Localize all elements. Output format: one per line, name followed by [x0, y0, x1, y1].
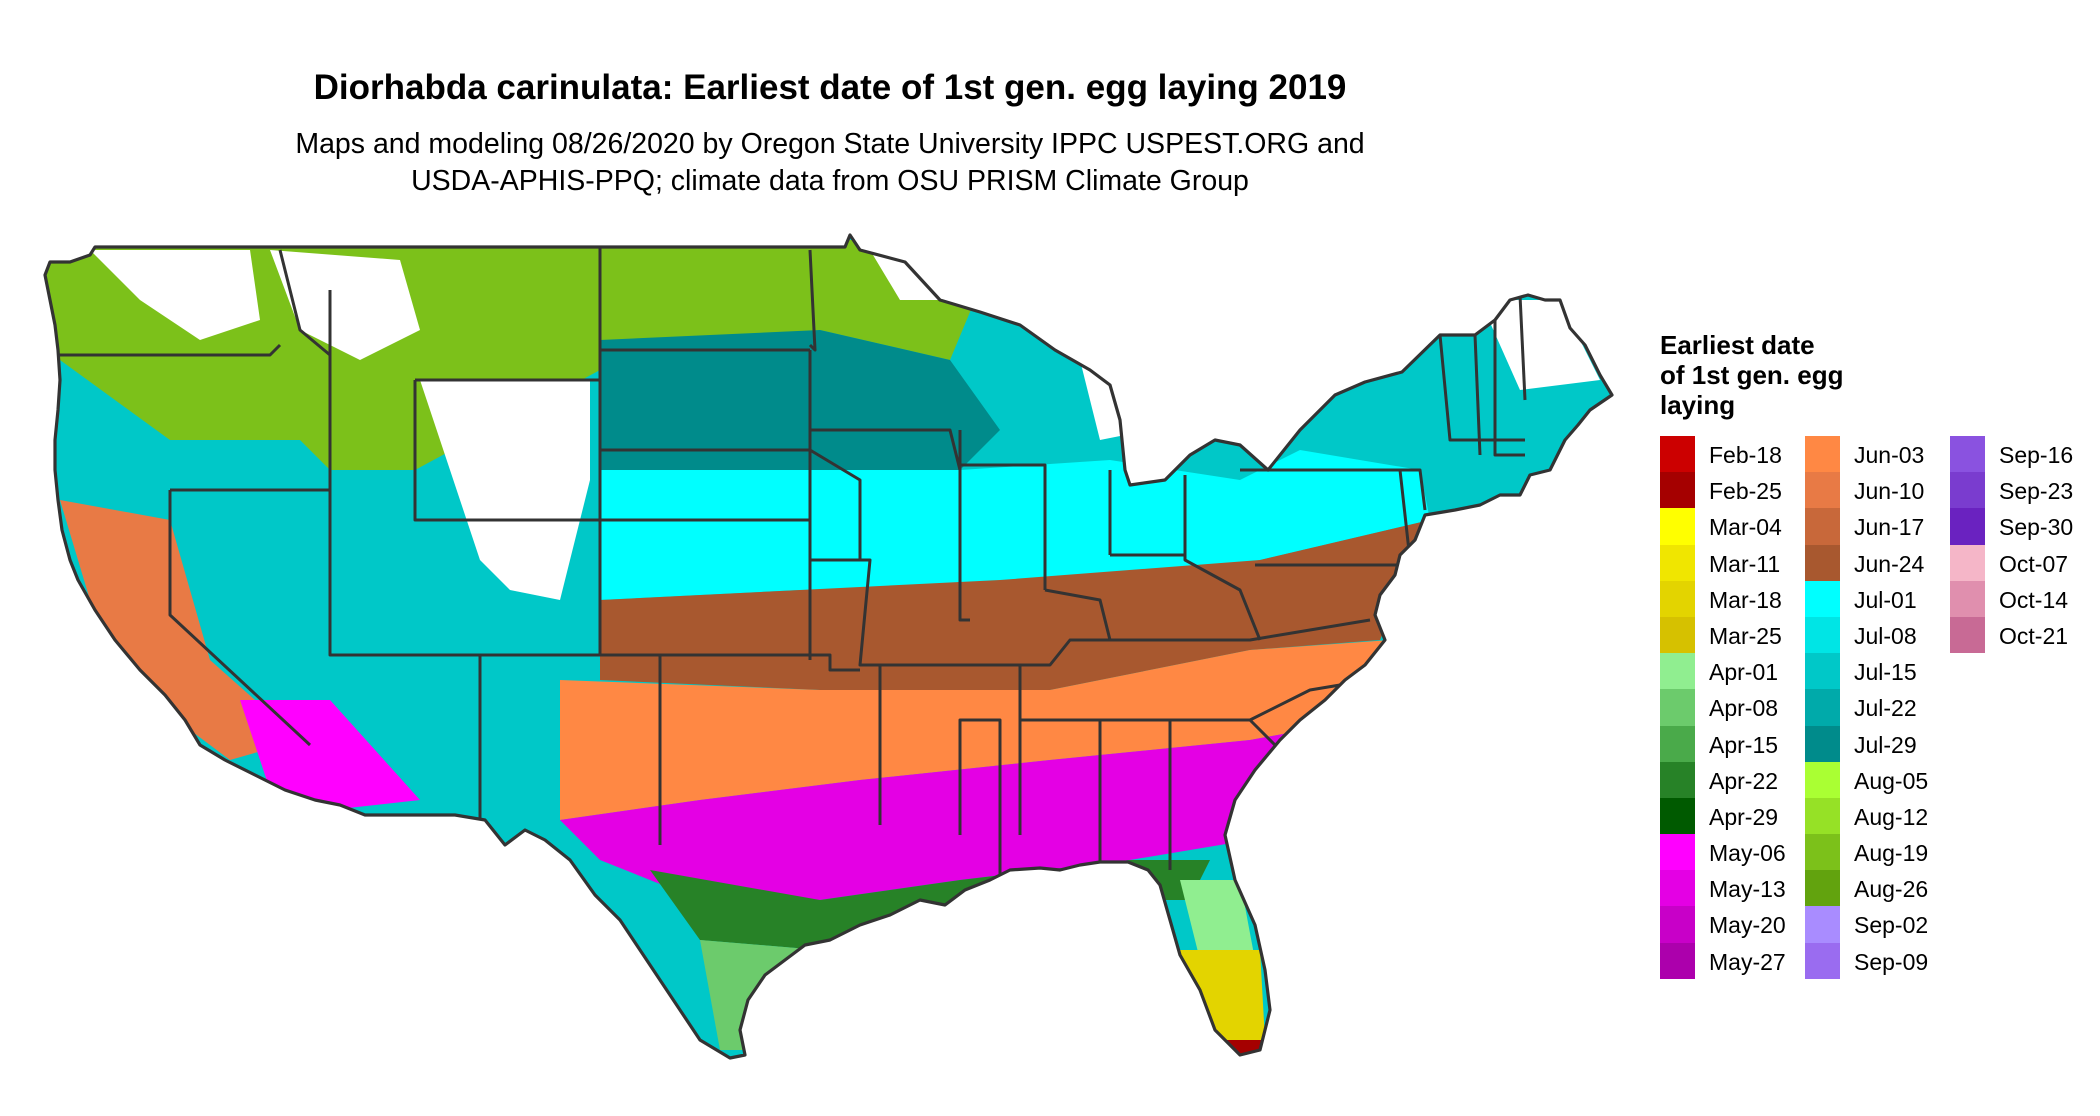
legend-swatch [1805, 472, 1840, 509]
band-jul-01 [600, 450, 1430, 600]
legend-swatch [1805, 508, 1840, 545]
legend-title-line-2: of 1st gen. egg [1660, 360, 1844, 390]
legend-label: Jul-29 [1854, 731, 1917, 758]
legend-title-line-1: Earliest date [1660, 330, 1815, 360]
legend-label: Aug-12 [1854, 803, 1929, 830]
legend-swatch [1950, 616, 1985, 654]
legend-label: Aug-19 [1854, 840, 1929, 867]
legend-label: Oct-07 [1999, 550, 2069, 577]
band-apr-01 [1180, 880, 1255, 960]
legend-label: Aug-05 [1854, 767, 1929, 794]
legend-label: Apr-15 [1709, 731, 1779, 758]
legend-label: Jul-22 [1854, 695, 1917, 722]
band-may-06 [240, 700, 420, 810]
map-subtitle: Maps and modeling 08/26/2020 by Oregon S… [0, 126, 1660, 200]
band-jun-03 [560, 640, 1390, 820]
legend-swatch [1660, 508, 1695, 545]
legend-swatch [1805, 580, 1840, 617]
us-outline [43, 233, 1614, 1060]
legend-swatch [1660, 725, 1695, 762]
legend-swatch [1805, 544, 1840, 581]
legend-label: Jun-17 [1854, 514, 1925, 541]
band-mar-18 [1180, 950, 1265, 1045]
legend-swatch [1805, 942, 1840, 979]
legend-label: Jun-24 [1854, 550, 1925, 577]
band-aug-12 [45, 240, 1000, 470]
legend-swatch [1805, 689, 1840, 726]
legend-label: May-20 [1709, 912, 1786, 939]
legend-swatch [1950, 472, 1985, 509]
legend-label: Jun-03 [1854, 442, 1925, 468]
map-title: Diorhabda carinulata: Earliest date of 1… [313, 68, 1347, 107]
band-jun-24 [600, 520, 1430, 690]
legend-swatch [1805, 725, 1840, 762]
legend-label: Mar-25 [1709, 622, 1782, 649]
band-apr-08 [700, 940, 820, 1050]
legend-label: Sep-09 [1854, 948, 1929, 975]
legend-swatch [1660, 834, 1695, 871]
legend-swatch [1805, 870, 1840, 907]
legend-label: Feb-18 [1709, 442, 1782, 468]
legend-label: Sep-23 [1999, 478, 2074, 505]
legend-swatch [1660, 906, 1695, 943]
date-fill-layer [45, 235, 1612, 1058]
legend-label: Sep-16 [1999, 442, 2074, 468]
legend-label: May-13 [1709, 876, 1786, 903]
legend-label: Mar-18 [1709, 586, 1782, 613]
legend-title: Earliest date of 1st gen. egg laying [1660, 330, 1900, 420]
state-borders [55, 247, 1527, 880]
legend-swatch [1660, 472, 1695, 509]
legend-title-line-3: laying [1660, 390, 1736, 420]
legend-swatch [1660, 653, 1695, 690]
legend-swatch [1660, 797, 1695, 835]
legend-swatch [1660, 580, 1695, 617]
band-jul-29 [600, 330, 1000, 470]
legend-label: Jul-01 [1854, 586, 1917, 613]
legend-swatch [1805, 436, 1840, 473]
us-egg-laying-map [43, 233, 1614, 1060]
subtitle-line-1: Maps and modeling 08/26/2020 by Oregon S… [295, 128, 1365, 160]
legend-label: Jul-15 [1854, 659, 1917, 686]
legend-swatch [1950, 580, 1985, 617]
band-jun-10 [60, 500, 300, 760]
legend-swatch [1660, 870, 1695, 907]
legend-swatch [1660, 544, 1695, 581]
legend-label: May-06 [1709, 840, 1786, 867]
legend-swatch [1805, 653, 1840, 690]
legend-swatch [1950, 544, 1985, 581]
legend-label: Sep-02 [1854, 912, 1929, 939]
legend-swatch [1805, 906, 1840, 943]
legend-swatch [1660, 616, 1695, 654]
legend-swatch [1660, 761, 1695, 798]
legend-swatch [1805, 834, 1840, 871]
legend-swatch [1660, 689, 1695, 726]
subtitle-line-2: USDA-APHIS-PPQ; climate data from OSU PR… [411, 165, 1249, 197]
legend-label: Mar-11 [1709, 550, 1781, 577]
no-data-mt [270, 250, 420, 360]
legend-label: Oct-21 [1999, 622, 2069, 649]
no-data-nw [90, 250, 260, 340]
legend-label: Feb-25 [1709, 478, 1782, 505]
legend-swatch [1805, 616, 1840, 654]
legend-label: Apr-01 [1709, 659, 1779, 686]
legend-label: Mar-04 [1709, 514, 1782, 541]
legend-label: Apr-08 [1709, 695, 1779, 722]
legend-swatch [1660, 436, 1695, 473]
legend-label: Sep-30 [1999, 514, 2074, 541]
legend-swatch [1950, 436, 1985, 473]
legend-swatch [1805, 797, 1840, 835]
no-data-co [420, 380, 590, 600]
legend-swatch [1950, 508, 1985, 545]
legend-swatch [1660, 942, 1695, 979]
legend-label: Apr-29 [1709, 803, 1779, 830]
band-feb-25 [1195, 1040, 1270, 1058]
legend-swatch [1805, 761, 1840, 798]
legend-label: Oct-14 [1999, 586, 2069, 613]
legend-label: Jun-10 [1854, 478, 1925, 505]
legend-label: Aug-26 [1854, 876, 1929, 903]
legend-label: Apr-22 [1709, 767, 1779, 794]
legend-label: May-27 [1709, 948, 1786, 975]
legend-label: Jul-08 [1854, 622, 1917, 649]
